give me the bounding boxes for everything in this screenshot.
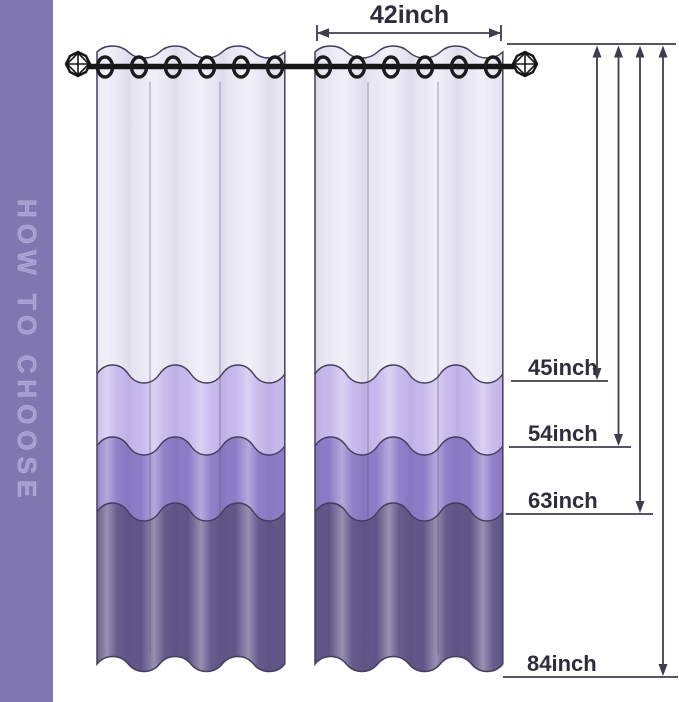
grommet	[265, 55, 285, 79]
grommet	[347, 55, 367, 79]
crease-lines-left	[149, 82, 221, 655]
arrowhead-down-icon	[592, 368, 602, 380]
grommets-left	[95, 55, 285, 79]
grommet	[415, 55, 435, 79]
rod-finial-right-icon	[511, 50, 539, 78]
grommet	[483, 55, 503, 79]
arrowhead-up-icon	[592, 45, 602, 58]
arrowhead-right-icon	[489, 28, 501, 38]
panel-outline-right	[314, 45, 504, 673]
grommet	[231, 55, 251, 79]
sidebar: HOW TO CHOOSE	[0, 0, 53, 702]
band-boundaries-right	[315, 364, 503, 522]
arrowhead-up-icon	[614, 45, 623, 58]
curtain-panel-right	[314, 45, 504, 673]
grommet	[197, 55, 217, 79]
band-boundaries-left	[96, 364, 285, 522]
arrowhead-down-icon	[635, 501, 645, 513]
arrowhead-up-icon	[658, 45, 668, 58]
curtain-panel-left	[96, 45, 286, 673]
grommet	[449, 55, 469, 79]
grommets-right	[313, 55, 503, 79]
sidebar-title: HOW TO CHOOSE	[12, 198, 43, 504]
grommet	[313, 55, 333, 79]
arrowhead-left-icon	[317, 28, 329, 38]
arrowhead-down-icon	[658, 664, 668, 676]
crease-lines-right	[367, 82, 439, 655]
dimension-lines	[316, 25, 678, 678]
arrowhead-up-icon	[635, 45, 645, 58]
panel-outline-left	[96, 45, 286, 673]
length-label-84: 84inch	[527, 651, 597, 676]
arrowhead-down-icon	[614, 434, 623, 446]
fold-shading-left	[96, 46, 285, 672]
grommet	[129, 55, 149, 79]
fold-shading-right	[315, 46, 503, 672]
grommet	[381, 55, 401, 79]
rod-finial-left-icon	[64, 50, 92, 78]
length-label-63: 63inch	[528, 488, 598, 513]
grommet	[163, 55, 183, 79]
length-label-54: 54inch	[528, 421, 598, 446]
grommet	[95, 55, 115, 79]
width-dimension-label: 42inch	[369, 1, 450, 29]
length-label-45: 45inch	[528, 355, 598, 380]
dimension-arrowheads	[317, 28, 668, 676]
